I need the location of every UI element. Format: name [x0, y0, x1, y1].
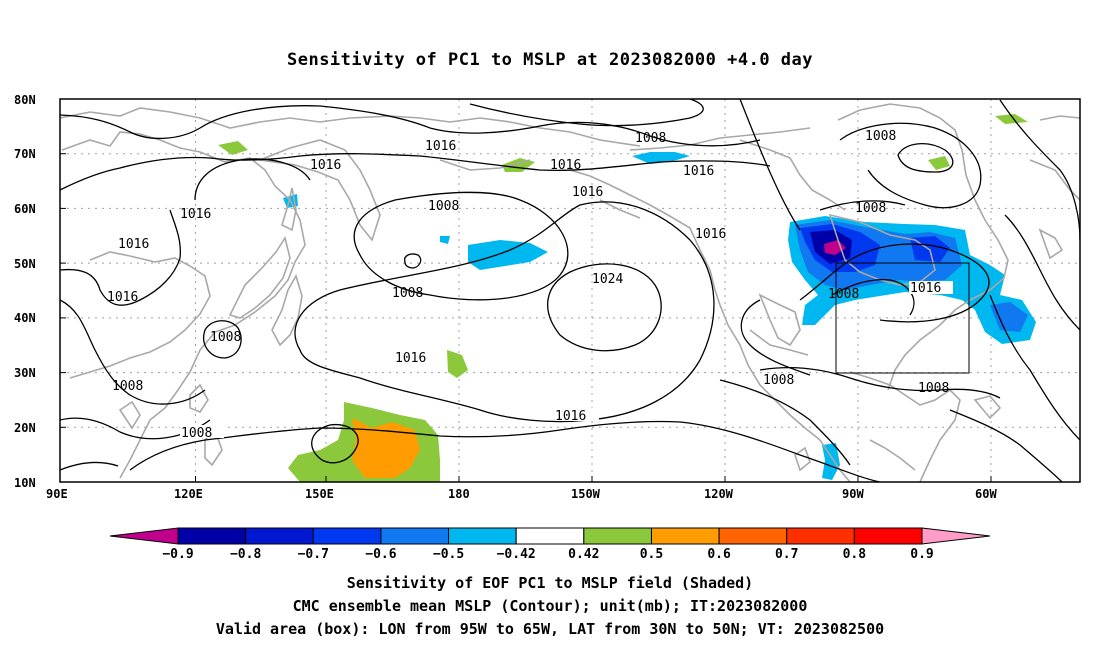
lat-label-60n: 60N — [14, 202, 36, 216]
valid-area-box — [835, 262, 970, 374]
lon-label-90w: 90W — [842, 487, 864, 501]
negative-sensitivity-patch — [468, 240, 548, 270]
colorbar-min-arrow — [109, 527, 179, 545]
colorbar-tick-label: −0.5 — [433, 547, 464, 562]
lat-label-30n: 30N — [14, 366, 36, 380]
colorbar-max-arrow — [921, 527, 991, 545]
contour-label: 1016 — [695, 227, 726, 242]
lat-label-70n: 70N — [14, 147, 36, 161]
lon-label-150w: 150W — [571, 487, 601, 501]
contour-label: 1016 — [118, 237, 149, 252]
lat-label-10n: 10N — [14, 476, 36, 490]
lon-label-60w: 60W — [975, 487, 997, 501]
colorbar-swatch — [718, 527, 788, 545]
contour-label: 1016 — [910, 281, 941, 296]
lat-label-20n: 20N — [14, 421, 36, 435]
colorbar-tick-label: −0.9 — [162, 547, 193, 562]
map-frame — [59, 98, 1081, 483]
contour-label: 1016 — [180, 207, 211, 222]
contour-label: 1016 — [550, 158, 581, 173]
negative-sensitivity-patch — [632, 152, 690, 164]
contour-label: 1016 — [425, 139, 456, 154]
colorbar-swatch — [786, 527, 855, 545]
caption-shaded: Sensitivity of EOF PC1 to MSLP field (Sh… — [346, 574, 754, 592]
contour-label: 1008 — [112, 379, 143, 394]
contour-label: 1016 — [555, 409, 586, 424]
coastlines — [60, 103, 1080, 482]
colorbar-tick-label: −0.8 — [230, 547, 261, 562]
colorbar-tick-label: −0.6 — [365, 547, 396, 562]
negative-sensitivity-patch — [440, 236, 450, 244]
lon-label-120e: 120E — [174, 487, 203, 501]
lat-label-50n: 50N — [14, 257, 36, 271]
contour-label: 1016 — [107, 290, 138, 305]
positive-sensitivity-patch — [995, 114, 1028, 124]
lon-label-120w: 120W — [704, 487, 734, 501]
axis-ticks — [60, 153, 992, 482]
plot-title: Sensitivity of PC1 to MSLP at 2023082000… — [286, 50, 813, 70]
colorbar-swatch — [650, 527, 720, 545]
contour-label: 1016 — [310, 158, 341, 173]
colorbar-swatch — [853, 527, 923, 545]
positive-sensitivity-patch — [928, 156, 950, 170]
lat-label-80n: 80N — [14, 93, 36, 107]
contour-label: 1024 — [592, 272, 623, 287]
colorbar — [109, 527, 991, 545]
contour-label: 1008 — [210, 330, 241, 345]
colorbar-tick-label: −0.42 — [497, 547, 536, 562]
negative-sensitivity-patch — [990, 302, 1028, 332]
colorbar-tick-label: 0.9 — [910, 547, 933, 562]
contour-label: 1016 — [683, 164, 714, 179]
colorbar-swatch — [380, 527, 450, 545]
colorbar-swatch — [515, 527, 585, 545]
contour-label: 1008 — [918, 381, 949, 396]
colorbar-swatch — [312, 527, 382, 545]
colorbar-tick-label: 0.42 — [568, 547, 599, 562]
contour-labels: 1008 1016 1016 1016 1008 1016 1016 1008 … — [107, 129, 949, 396]
colorbar-swatch — [448, 527, 517, 545]
contour-label: 1008 — [855, 201, 886, 216]
lon-label-180: 180 — [448, 487, 470, 501]
colorbar-swatch — [245, 527, 314, 545]
colorbar-tick-label: 0.6 — [707, 547, 731, 562]
contour-label: 1008 — [181, 426, 212, 441]
colorbar-tick-label: 0.5 — [640, 547, 663, 562]
contour-label: 1008 — [392, 286, 423, 301]
contour-label: 1008 — [763, 373, 794, 388]
lon-label-90e: 90E — [46, 487, 68, 501]
gridlines — [60, 99, 1080, 482]
colorbar-tick-label: 0.8 — [843, 547, 867, 562]
contour-label: 1008 — [865, 129, 896, 144]
colorbar-tick-label: −0.7 — [298, 547, 329, 562]
contour-label: 1008 — [828, 287, 859, 302]
contour-label: 1008 — [635, 131, 666, 146]
colorbar-swatch — [177, 527, 247, 545]
contour-label-bg — [180, 425, 224, 438]
longitude-labels: 90E 120E 150E 180 150W 120W 90W 60W — [46, 487, 997, 501]
colorbar-swatch — [583, 527, 652, 545]
positive-sensitivity-patch — [447, 350, 468, 378]
caption-valid-area: Valid area (box): LON from 95W to 65W, L… — [215, 620, 885, 638]
lat-label-40n: 40N — [14, 311, 36, 325]
contour-label: 1008 — [428, 199, 459, 214]
mslp-contours — [60, 99, 1080, 482]
colorbar-labels: −0.9 −0.8 −0.7 −0.6 −0.5 −0.42 0.42 0.5 0.6 0.7 0.… — [162, 547, 933, 562]
colorbar-tick-label: 0.7 — [775, 547, 798, 562]
negative-sensitivity-patch — [822, 443, 840, 480]
contour-label-bg — [555, 408, 599, 421]
latitude-labels: 80N 70N 60N 50N 40N 30N 20N 10N — [14, 93, 36, 490]
contour-label: 1016 — [572, 185, 603, 200]
positive-sensitivity-patch — [218, 141, 248, 155]
lon-label-150e: 150E — [305, 487, 334, 501]
strongest-negative-patch — [824, 240, 846, 255]
contour-label: 1016 — [395, 351, 426, 366]
contour-label-bg — [909, 281, 953, 294]
caption-contour: CMC ensemble mean MSLP (Contour); unit(m… — [292, 597, 808, 615]
